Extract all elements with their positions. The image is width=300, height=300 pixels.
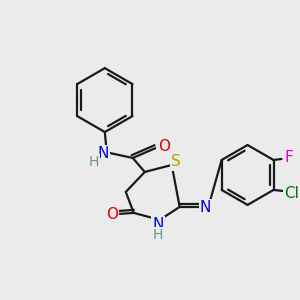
Text: N: N [152, 218, 164, 232]
Text: O: O [158, 139, 170, 154]
Text: O: O [106, 207, 118, 222]
Text: Cl: Cl [284, 186, 299, 201]
Text: F: F [284, 151, 293, 166]
Text: H: H [89, 155, 99, 169]
Text: N: N [200, 200, 211, 215]
Text: S: S [171, 154, 181, 169]
Text: H: H [152, 228, 163, 242]
Text: N: N [97, 146, 109, 161]
